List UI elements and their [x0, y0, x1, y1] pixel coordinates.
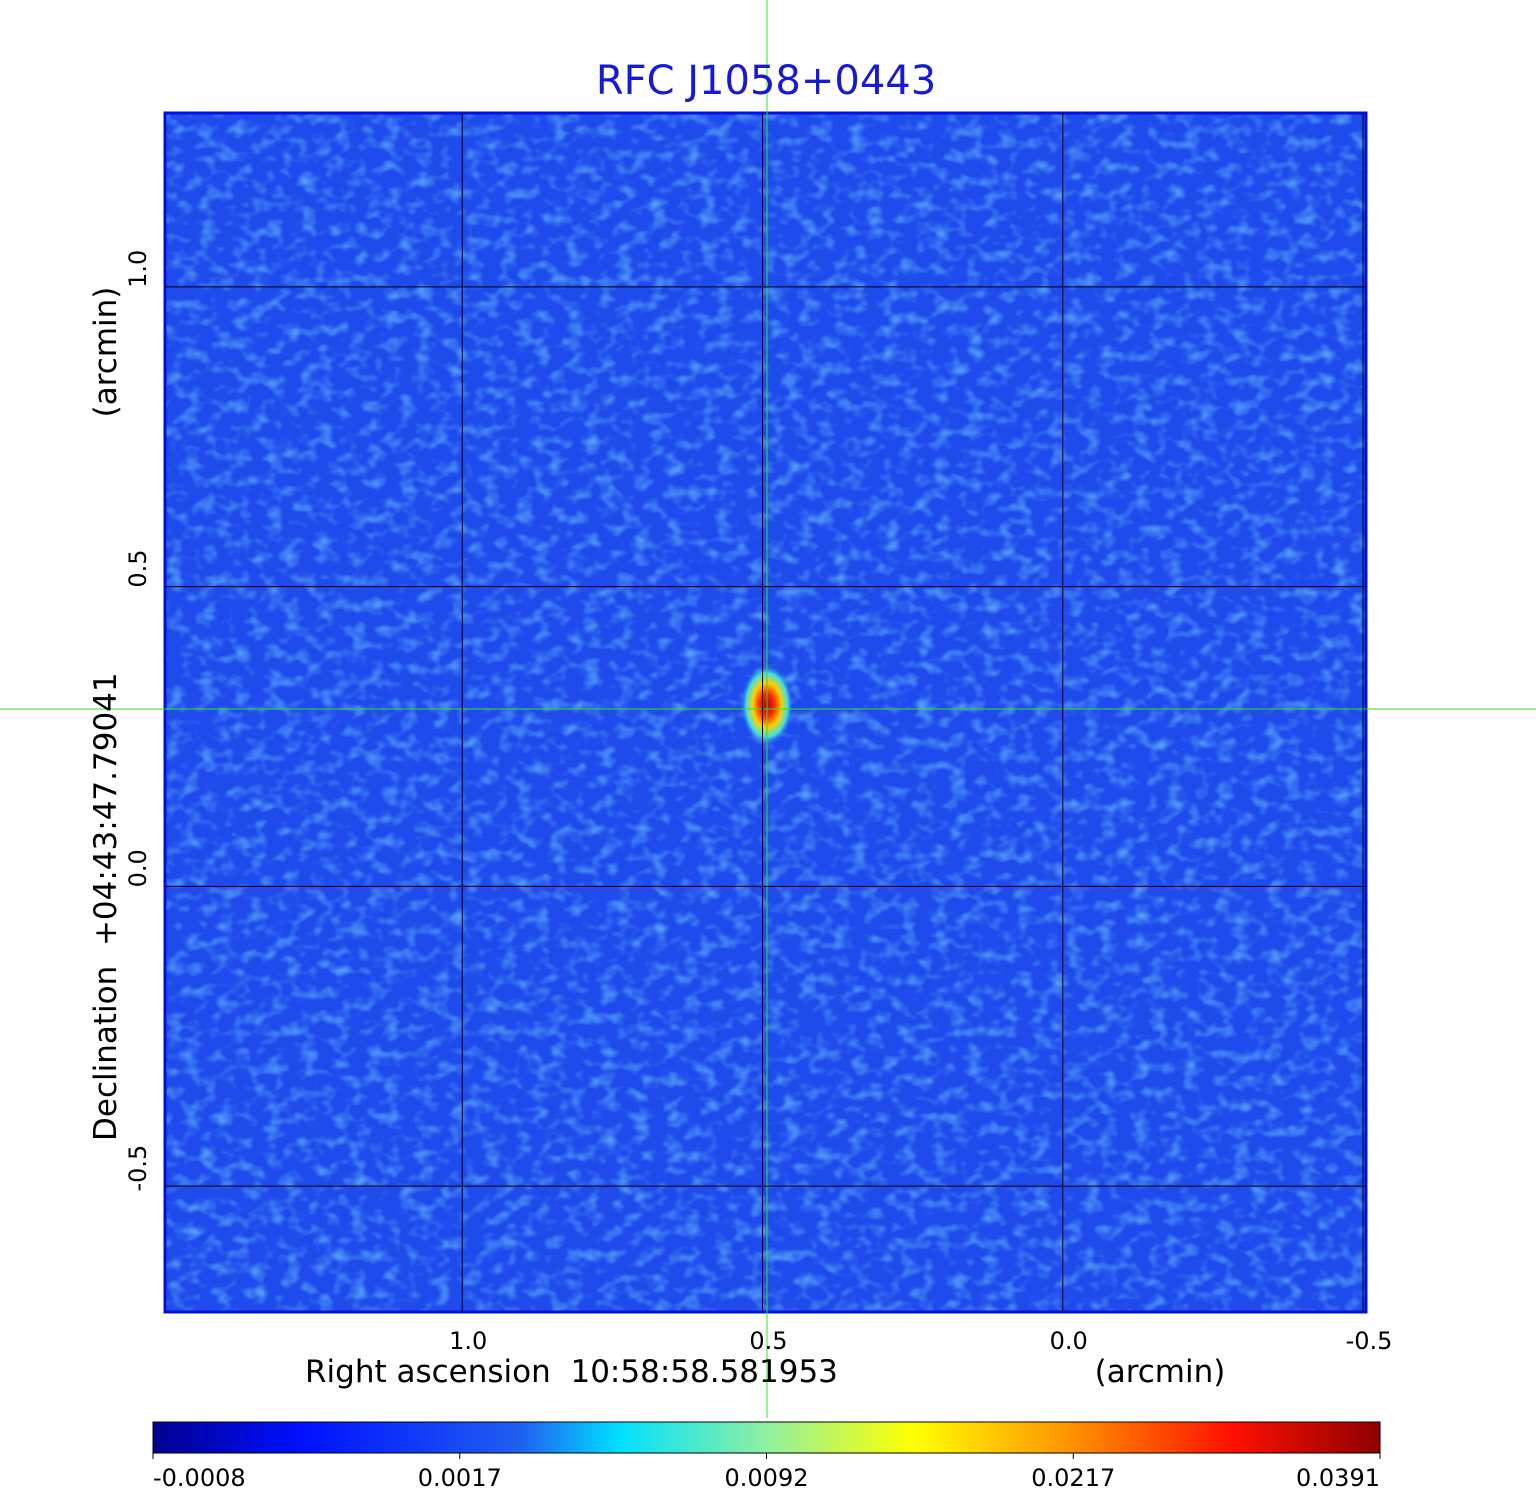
x-axis-label: Right ascension 10:58:58.581953	[305, 1354, 838, 1390]
colorbar-tick-label: 0.0391	[1296, 1464, 1380, 1492]
x-tick-label: 0.0	[1050, 1327, 1088, 1355]
colorbar-tick-label: 0.0017	[418, 1464, 502, 1492]
chart-title: RFC J1058+0443	[596, 58, 936, 104]
x-tick-label: 1.0	[449, 1327, 487, 1355]
x-tick-label: -0.5	[1346, 1327, 1393, 1355]
x-tick-label: 0.5	[749, 1327, 787, 1355]
y-axis-unit: (arcmin)	[88, 287, 124, 418]
y-tick-label: 0.5	[124, 550, 152, 588]
colorbar-tick-label: -0.0008	[153, 1464, 246, 1492]
image	[163, 111, 1368, 1314]
x-axis-unit: (arcmin)	[1095, 1354, 1226, 1390]
y-tick-label: 1.0	[124, 250, 152, 288]
colorbar-tick-label: 0.0092	[725, 1464, 809, 1492]
colorbar-tick-label: 0.0217	[1031, 1464, 1115, 1492]
y-tick-label: 0.0	[124, 849, 152, 887]
y-axis-label: Declination +04:43:47.79041	[88, 672, 124, 1141]
image-frame	[163, 111, 1368, 1314]
y-tick-label: -0.5	[124, 1145, 152, 1192]
colorbar	[152, 1421, 1381, 1454]
